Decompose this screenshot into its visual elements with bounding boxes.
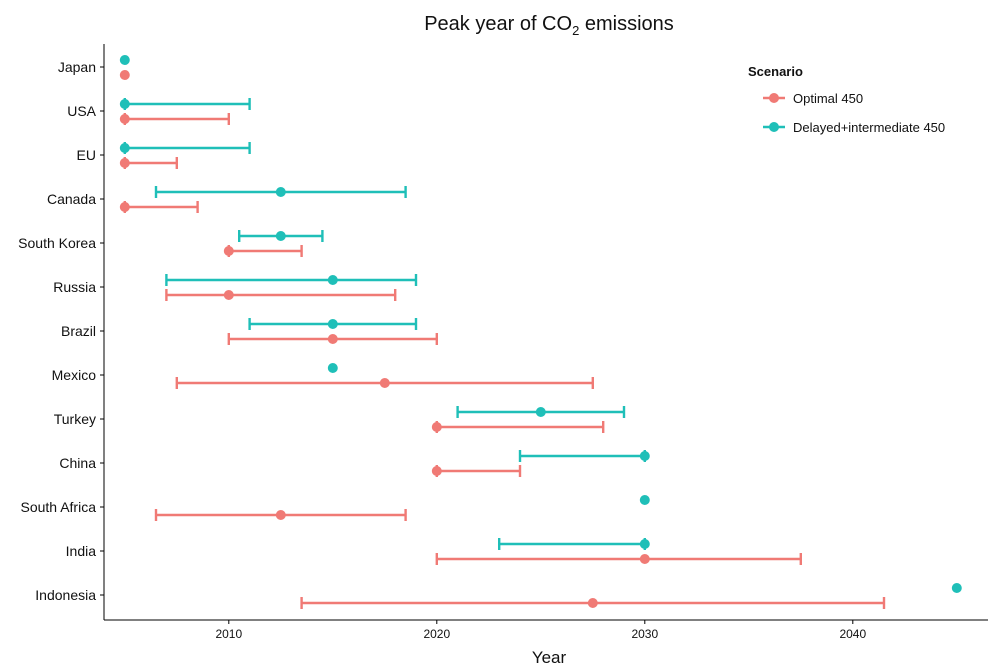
data-point: [639, 451, 650, 461]
data-point: [431, 422, 442, 432]
legend-label: Delayed+intermediate 450: [793, 120, 945, 135]
y-tick-label: South Korea: [18, 235, 96, 251]
x-tick-label: 2010: [215, 627, 242, 641]
data-point: [327, 275, 338, 285]
plot-area: 2010 2020 2030 2040 Japan USA EU Canada South Ko…: [18, 44, 988, 641]
legend-key-point: [769, 122, 779, 132]
x-tick-label: 2030: [631, 627, 658, 641]
x-axis-label: Year: [532, 648, 567, 667]
chart-title-subscript: 2: [572, 23, 579, 38]
y-tick-label: South Africa: [21, 499, 97, 515]
data-point: [327, 334, 338, 344]
data-point: [535, 407, 546, 417]
y-tick-label: Turkey: [54, 411, 96, 427]
y-tick-label: Japan: [58, 59, 96, 75]
legend-label: Optimal 450: [793, 91, 863, 106]
data-point: [327, 363, 338, 373]
data-point: [327, 319, 338, 329]
legend-title: Scenario: [748, 64, 803, 79]
y-tick-label: Canada: [47, 191, 96, 207]
y-tick-label: China: [59, 455, 96, 471]
y-tick-label: Indonesia: [35, 587, 96, 603]
data-point: [275, 187, 286, 197]
data-point: [951, 583, 962, 593]
x-tick-label: 2020: [423, 627, 450, 641]
data-point: [119, 70, 130, 80]
y-tick-label: EU: [77, 147, 96, 163]
data-point: [639, 539, 650, 549]
y-tick-label: USA: [67, 103, 96, 119]
data-point: [379, 378, 390, 388]
data-point: [639, 495, 650, 505]
legend: Scenario Optimal 450 Delayed+intermediate…: [748, 64, 945, 135]
data-point: [119, 99, 130, 109]
data-point: [119, 55, 130, 65]
data-point: [275, 510, 286, 520]
chart-title-suffix: emissions: [579, 13, 673, 35]
x-tick-label: 2040: [839, 627, 866, 641]
y-tick-label: Brazil: [61, 323, 96, 339]
y-tick-label: Mexico: [52, 367, 97, 383]
data-point: [223, 290, 234, 300]
data-point: [119, 202, 130, 212]
data-point: [223, 246, 234, 256]
data-point: [431, 466, 442, 476]
data-point: [119, 158, 130, 168]
y-tick-label: India: [66, 543, 97, 559]
data-point: [119, 114, 130, 124]
chart-title-main: Peak year of CO: [424, 13, 572, 35]
legend-key-point: [769, 93, 779, 103]
data-point: [639, 554, 650, 564]
y-tick-label: Russia: [53, 279, 96, 295]
data-point: [275, 231, 286, 241]
data-point: [119, 143, 130, 153]
data-point: [587, 598, 598, 608]
chart-title: Peak year of CO2 emissions: [424, 13, 674, 38]
